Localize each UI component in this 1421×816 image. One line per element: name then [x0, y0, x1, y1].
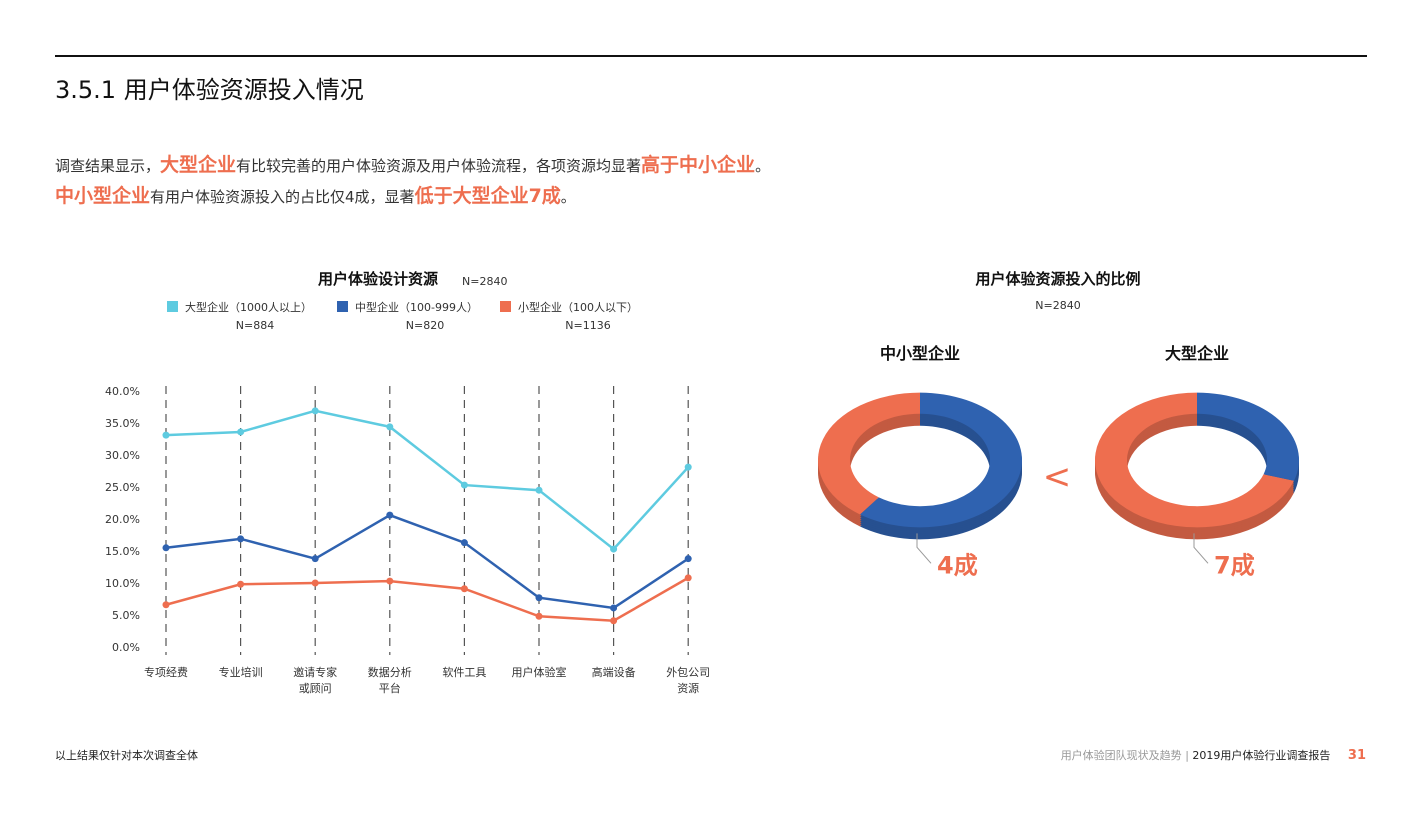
legend-swatch [500, 301, 511, 312]
data-point [684, 463, 692, 471]
separator: | [1185, 749, 1189, 762]
x-tick-label: 数据分析 [368, 665, 412, 679]
donut-segment [817, 392, 920, 515]
y-tick-label: 25.0% [105, 481, 140, 494]
x-tick-label: 专业培训 [219, 665, 263, 679]
y-tick-label: 35.0% [105, 417, 140, 430]
footer-right: 用户体验团队现状及趋势 | 2019用户体验行业调查报告 31 [1061, 747, 1366, 763]
data-point [237, 428, 245, 436]
intro-highlight: 大型企业 [160, 154, 237, 176]
x-tick-label: 用户体验室 [512, 665, 567, 679]
data-point [311, 407, 319, 415]
pie-chart-title: 用户体验资源投入的比例 [975, 270, 1140, 288]
legend-label: 小型企业（100人以下） [518, 300, 638, 314]
data-point [311, 555, 319, 563]
label-leader [1193, 533, 1209, 564]
legend-n: N=884 [236, 319, 274, 332]
intro-line-2: 中小型企业有用户体验资源投入的占比仅4成，显著低于大型企业7成。 [55, 181, 576, 208]
x-tick-label: 邀请专家 [293, 665, 337, 679]
report-title: 2019用户体验行业调查报告 [1192, 749, 1331, 762]
less-than-sign: < [1043, 457, 1072, 497]
pie-label: 大型企业 [1165, 344, 1229, 363]
x-tick-label: 软件工具 [442, 665, 486, 679]
y-tick-label: 0.0% [112, 641, 140, 654]
data-point [610, 617, 618, 625]
legend-n: N=820 [406, 319, 444, 332]
data-point [460, 481, 468, 489]
legend-swatch [337, 301, 348, 312]
donut-segment [1095, 392, 1295, 528]
data-point [386, 577, 394, 585]
x-tick-label: 资源 [677, 681, 699, 695]
intro-text: 有用户体验资源投入的占比仅4成，显著 [150, 188, 415, 206]
data-point [237, 580, 245, 588]
legend-n: N=1136 [565, 319, 610, 332]
donut-segment [860, 392, 1022, 528]
donut-segment [1197, 392, 1300, 481]
series-line [165, 513, 689, 610]
data-point [610, 545, 618, 553]
y-tick-label: 10.0% [105, 577, 140, 590]
data-point [535, 594, 543, 602]
y-tick-label: 20.0% [105, 513, 140, 526]
x-tick-label: 外包公司 [666, 666, 710, 679]
data-point [535, 612, 543, 620]
data-point [460, 585, 468, 593]
report-section: 用户体验团队现状及趋势 [1060, 749, 1182, 762]
legend-label: 大型企业（1000人以上） [185, 300, 312, 314]
legend-label: 中型企业（100-999人） [355, 300, 478, 314]
y-tick-label: 30.0% [105, 449, 140, 462]
data-point [610, 604, 618, 612]
data-point [684, 574, 692, 582]
intro-text: 有比较完善的用户体验资源及用户体验流程，各项资源均显著 [236, 157, 642, 175]
data-point [311, 579, 319, 587]
intro-highlight: 低于大型企业7成 [414, 185, 561, 207]
intro-text: 。 [560, 188, 576, 206]
x-tick-label: 或顾问 [299, 682, 332, 695]
legend-swatch [167, 301, 178, 312]
y-tick-label: 15.0% [105, 545, 140, 558]
intro-highlight: 高于中小企业 [641, 154, 756, 176]
data-point [386, 423, 394, 431]
footer-note: 以上结果仅针对本次调查全体 [55, 749, 198, 762]
top-rule [55, 55, 1367, 57]
intro-text: 。 [755, 157, 771, 175]
y-tick-label: 5.0% [112, 609, 140, 622]
data-point [237, 535, 245, 543]
x-tick-label: 专项经费 [144, 665, 188, 679]
data-point [386, 511, 394, 519]
pie-chart-subtitle: N=2840 [1035, 299, 1080, 312]
pie-label: 中小型企业 [880, 344, 960, 363]
data-point [460, 539, 468, 547]
label-leader [916, 533, 932, 564]
line-chart-subtitle: N=2840 [462, 275, 507, 288]
data-point [535, 486, 543, 494]
y-tick-label: 40.0% [105, 385, 140, 398]
page-title: 3.5.1 用户体验资源投入情况 [55, 76, 364, 104]
series-line [165, 409, 690, 551]
donut-value-label: 7成 [1214, 551, 1255, 579]
line-chart-title: 用户体验设计资源 [318, 270, 438, 288]
x-tick-label: 高端设备 [592, 665, 636, 679]
data-point [162, 601, 170, 609]
intro-line-1: 调查结果显示，大型企业有比较完善的用户体验资源及用户体验流程，各项资源均显著高于… [55, 150, 770, 177]
intro-highlight: 中小型企业 [55, 185, 151, 207]
data-point [684, 555, 692, 563]
intro-text: 调查结果显示， [55, 157, 161, 175]
donut-value-label: 4成 [937, 551, 978, 579]
x-tick-label: 平台 [379, 681, 401, 695]
page-number: 31 [1347, 748, 1366, 763]
data-point [162, 544, 170, 552]
series-line [165, 576, 689, 623]
data-point [162, 431, 170, 439]
